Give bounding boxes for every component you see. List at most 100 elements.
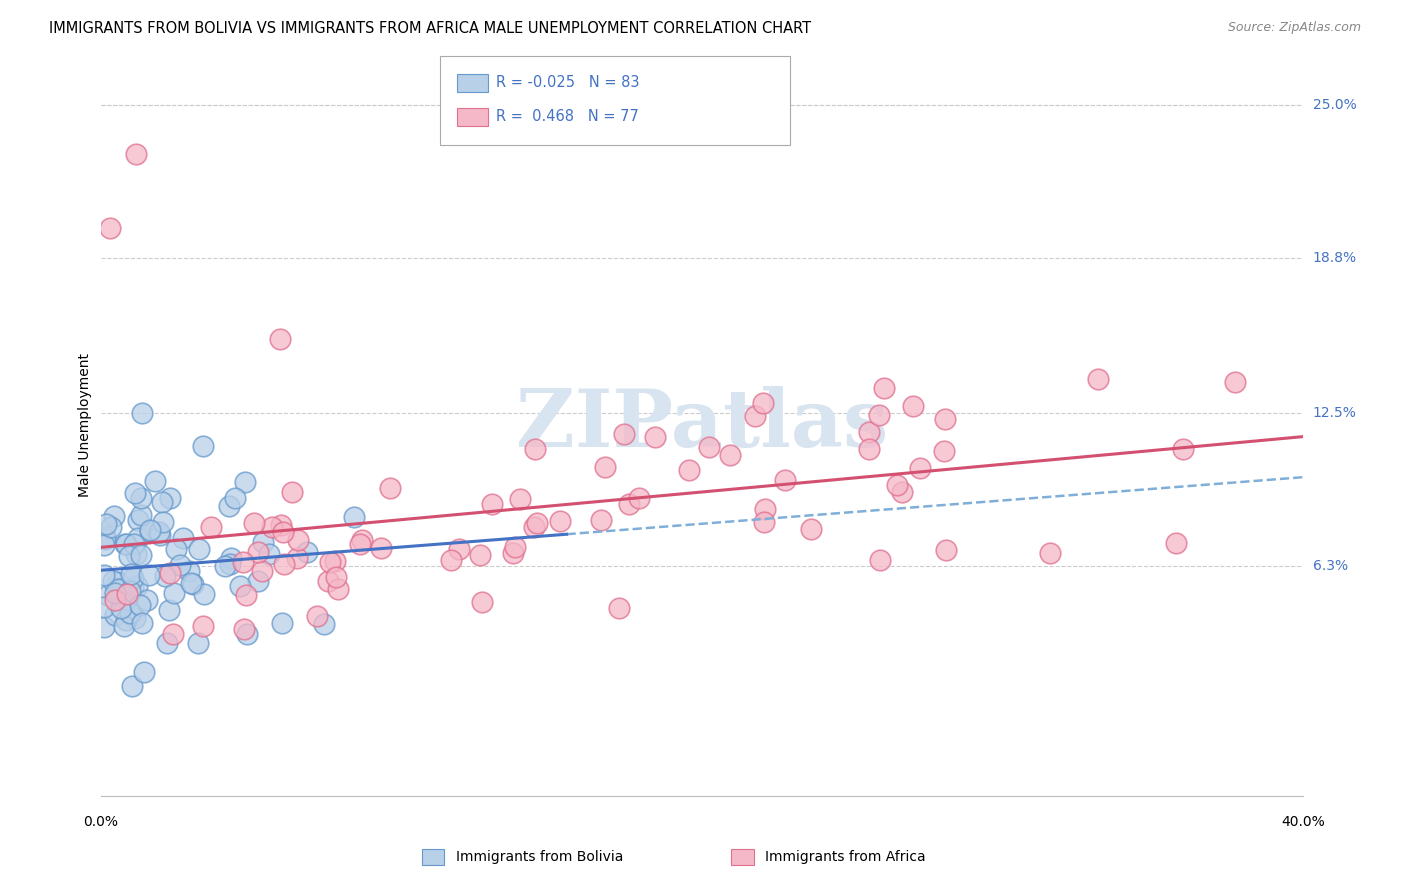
Point — [120, 566, 142, 581]
Point — [180, 576, 202, 591]
Point — [187, 636, 209, 650]
Point — [235, 588, 257, 602]
Point — [129, 598, 152, 612]
Point — [129, 508, 152, 522]
Point — [163, 586, 186, 600]
Point — [93, 600, 115, 615]
Point — [108, 583, 131, 598]
Point — [526, 516, 548, 530]
Point — [246, 574, 269, 589]
Text: IMMIGRANTS FROM BOLIVIA VS IMMIGRANTS FROM AFRICA MALE UNEMPLOYMENT CORRELATION : IMMIGRANTS FROM BOLIVIA VS IMMIGRANTS FR… — [49, 21, 811, 37]
Point — [143, 474, 166, 488]
Point — [115, 591, 138, 606]
Point — [131, 406, 153, 420]
Text: Source: ZipAtlas.com: Source: ZipAtlas.com — [1227, 21, 1361, 35]
Point — [93, 568, 115, 582]
Point — [169, 558, 191, 572]
Point — [271, 615, 294, 630]
Point — [214, 559, 236, 574]
Point — [316, 574, 339, 589]
Point — [754, 502, 776, 516]
Text: 25.0%: 25.0% — [1313, 97, 1357, 112]
Point — [773, 473, 796, 487]
Point — [678, 463, 700, 477]
Point — [1087, 372, 1109, 386]
Point — [935, 542, 957, 557]
Point — [104, 592, 127, 607]
Point — [94, 517, 117, 532]
Point — [619, 497, 641, 511]
Point — [287, 533, 309, 547]
Point — [229, 579, 252, 593]
Point — [93, 532, 115, 546]
Point — [232, 555, 254, 569]
Point — [1039, 546, 1062, 560]
Point — [873, 381, 896, 395]
Point — [470, 548, 492, 562]
Point — [754, 515, 776, 529]
Point — [191, 619, 214, 633]
Point — [607, 601, 630, 615]
Point — [350, 533, 373, 547]
Point — [101, 574, 124, 589]
Point — [104, 607, 127, 622]
Point — [235, 475, 257, 489]
Point — [744, 409, 766, 424]
Point — [502, 546, 524, 560]
Point — [323, 554, 346, 568]
Point — [523, 520, 546, 534]
Point — [613, 427, 636, 442]
Point — [152, 515, 174, 529]
Point — [1164, 536, 1187, 550]
Point — [593, 460, 616, 475]
Point — [858, 425, 880, 439]
Point — [165, 542, 187, 557]
Text: Immigrants from Bolivia: Immigrants from Bolivia — [456, 850, 623, 864]
Point — [934, 412, 956, 426]
Point — [191, 439, 214, 453]
Point — [1171, 442, 1194, 456]
Point — [260, 520, 283, 534]
Point — [122, 537, 145, 551]
Point — [124, 611, 146, 625]
Point — [281, 485, 304, 500]
Point — [934, 444, 956, 458]
Point — [183, 577, 205, 591]
Point — [157, 603, 180, 617]
Point — [218, 500, 240, 514]
Point — [697, 440, 720, 454]
Point — [107, 582, 129, 597]
Point — [509, 491, 531, 506]
Point — [93, 538, 115, 552]
Y-axis label: Male Unemployment: Male Unemployment — [79, 353, 93, 498]
Point — [858, 442, 880, 457]
Point — [131, 616, 153, 631]
Point — [440, 552, 463, 566]
Point — [342, 510, 364, 524]
Point — [132, 665, 155, 680]
Point — [148, 525, 170, 540]
Point — [270, 518, 292, 533]
Point — [273, 557, 295, 571]
Point — [868, 409, 890, 423]
Point — [252, 534, 274, 549]
Point — [257, 547, 280, 561]
Point — [349, 537, 371, 551]
Point — [200, 520, 222, 534]
Point — [591, 513, 613, 527]
Point — [319, 555, 342, 569]
Point — [120, 584, 142, 599]
Point — [252, 564, 274, 578]
Point — [370, 541, 392, 555]
Point — [219, 550, 242, 565]
Point — [98, 221, 121, 235]
Point — [149, 528, 172, 542]
Point — [718, 448, 741, 462]
Point — [503, 540, 526, 554]
Point — [548, 515, 571, 529]
Point — [122, 582, 145, 596]
Text: 18.8%: 18.8% — [1313, 251, 1357, 265]
Point — [523, 442, 546, 456]
Text: R = -0.025   N = 83: R = -0.025 N = 83 — [496, 75, 640, 89]
Point — [903, 399, 925, 413]
